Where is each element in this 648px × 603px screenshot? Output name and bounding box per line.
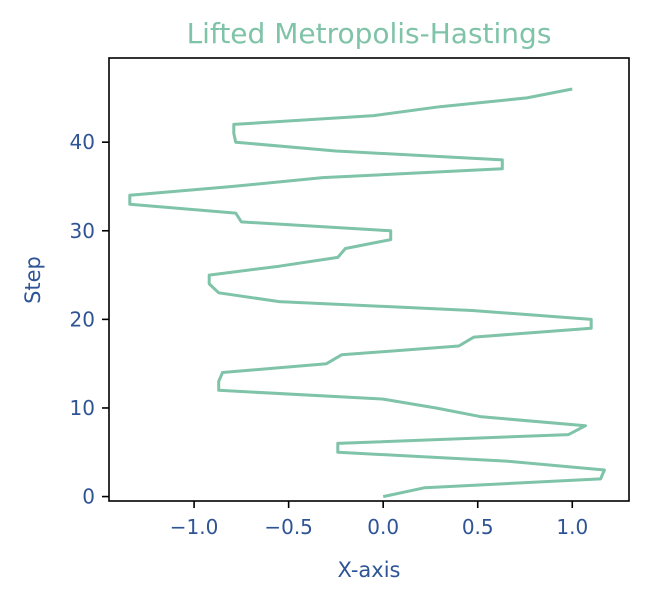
y-tick-label: 30	[70, 219, 95, 243]
y-tick-label: 40	[70, 130, 95, 154]
y-tick-label: 20	[70, 307, 95, 331]
x-axis-ticks: −1.0 −0.5 0.0 0.5 1.0	[170, 501, 588, 539]
axes-frame	[108, 57, 630, 502]
series-line-0	[128, 87, 606, 499]
x-axis-label: X-axis	[338, 558, 401, 582]
chart-title: Lifted Metropolis-Hastings	[187, 17, 552, 50]
x-tick-label: −0.5	[264, 515, 313, 539]
y-tick-label: 10	[70, 396, 95, 420]
x-tick-label: 0.0	[367, 515, 399, 539]
x-tick-label: 1.0	[556, 515, 588, 539]
x-tick-label: −1.0	[170, 515, 219, 539]
y-tick-label: 0	[82, 485, 95, 509]
plot-area	[108, 57, 630, 502]
x-tick-label: 0.5	[462, 515, 494, 539]
y-axis-ticks: 0 10 20 30 40	[70, 130, 109, 509]
y-axis-label: Step	[21, 256, 45, 304]
